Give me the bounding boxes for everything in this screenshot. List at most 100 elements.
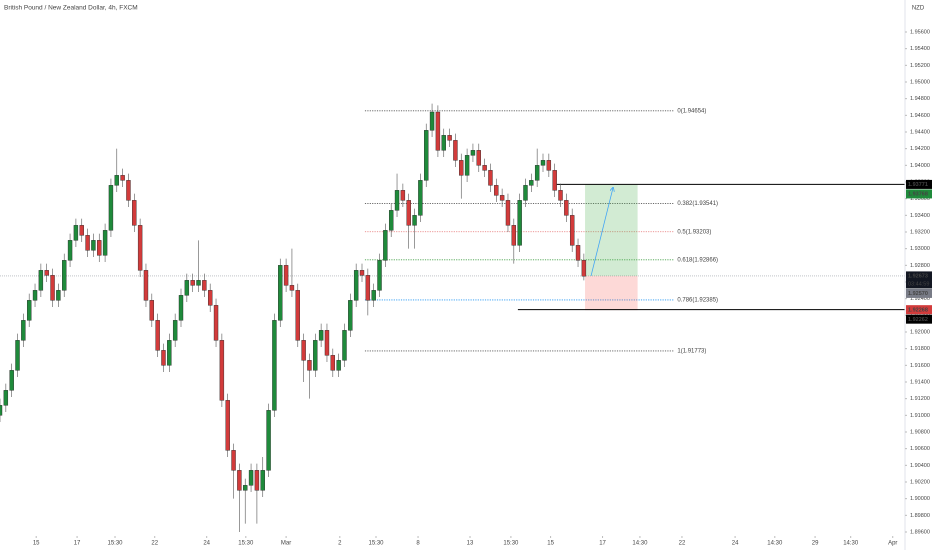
candle-body xyxy=(447,135,452,141)
candle-body xyxy=(67,240,73,261)
candle-body xyxy=(499,195,505,201)
candle-body xyxy=(453,140,458,161)
price-label: 1.92673 xyxy=(908,274,928,280)
candle-body xyxy=(260,470,265,491)
candle-body xyxy=(184,280,190,296)
y-tick-label: 1.92800 xyxy=(910,263,930,269)
plot-area: 0(1.94654) 0.382(1.93541) 0.5(1.93203) 0.61… xyxy=(0,103,905,532)
y-tick-label: 1.93000 xyxy=(910,246,930,252)
candle-body xyxy=(213,305,219,341)
candle-body xyxy=(564,200,569,216)
x-tick-label: 22 xyxy=(679,541,686,547)
candle-body xyxy=(511,225,517,246)
candle-body xyxy=(126,180,131,201)
y-tick-label: 1.94800 xyxy=(910,96,930,102)
candle-body xyxy=(459,160,464,176)
candle-body xyxy=(313,340,318,371)
y-tick-label: 1.90000 xyxy=(910,496,930,502)
x-tick-label: 14:30 xyxy=(767,541,783,547)
candle-body xyxy=(569,215,575,246)
candle-body xyxy=(9,370,14,391)
x-tick-label: 15:30 xyxy=(503,541,519,547)
y-tick-label: 1.91600 xyxy=(910,363,930,369)
candle-body xyxy=(237,470,242,491)
projection-arrow xyxy=(590,188,613,277)
candle-body xyxy=(494,185,499,196)
x-tick-label: 24 xyxy=(732,541,739,547)
y-tick-label: 1.89800 xyxy=(910,513,930,519)
candle-body xyxy=(406,200,411,226)
candle-body xyxy=(132,200,137,226)
candle-body xyxy=(0,405,3,416)
fib-label: 0(1.94654) xyxy=(677,108,706,114)
candle-body xyxy=(412,215,417,226)
x-tick-label: Mar xyxy=(281,541,291,547)
candle-body xyxy=(38,270,44,291)
candle-body xyxy=(488,170,493,186)
candle-body xyxy=(190,280,195,286)
candle-body xyxy=(143,270,149,301)
price-label-bg xyxy=(906,271,932,289)
x-tick-label: 2 xyxy=(338,541,342,547)
price-label-bg xyxy=(906,189,932,199)
candle-body xyxy=(365,275,371,301)
candle-body xyxy=(207,290,213,306)
candle-body xyxy=(330,355,336,371)
y-tick-label: 1.90400 xyxy=(910,463,930,469)
candle-body xyxy=(301,340,306,361)
y-tick-label: 1.93200 xyxy=(910,229,930,235)
candle-body xyxy=(289,285,295,291)
candle-body xyxy=(435,111,441,151)
candle-body xyxy=(272,320,277,411)
candle-body xyxy=(546,160,552,171)
y-tick-label: 1.94200 xyxy=(910,146,930,152)
y-tick-label: 1.90200 xyxy=(910,479,930,485)
y-tick-label: 1.95200 xyxy=(910,63,930,69)
candle-body xyxy=(56,290,61,301)
candle-body xyxy=(295,290,300,341)
y-tick-label: 1.93400 xyxy=(910,213,930,219)
candle-body xyxy=(196,280,201,286)
price-label-bg xyxy=(906,179,932,189)
x-tick-label: 15 xyxy=(33,541,40,547)
chart-title: British Pound / New Zealand Dollar, 4h, … xyxy=(4,5,138,12)
candle-body xyxy=(575,245,581,261)
price-label-bg xyxy=(906,288,932,298)
candle-body xyxy=(248,470,254,486)
y-tick-label: 1.94000 xyxy=(910,163,930,169)
y-tick-label: 1.95400 xyxy=(910,46,930,52)
candle-body xyxy=(149,300,155,321)
x-tick-label: 14:30 xyxy=(843,541,859,547)
y-tick-label: 1.91200 xyxy=(910,396,930,402)
candle-body xyxy=(552,170,557,191)
fib-label: 0.786(1.92385) xyxy=(677,297,718,303)
x-tick-label: 15:30 xyxy=(108,541,124,547)
fib-label: 0.382(1.93541) xyxy=(677,201,718,207)
y-tick-label: 1.89600 xyxy=(910,529,930,535)
candle-body xyxy=(219,340,225,401)
y-tick-label: 1.94600 xyxy=(910,113,930,119)
candle-body xyxy=(505,200,511,226)
y-tick-label: 1.91000 xyxy=(910,413,930,419)
y-tick-label: 1.92400 xyxy=(910,296,930,302)
y-tick-label: 1.91800 xyxy=(910,346,930,352)
candle-body xyxy=(388,210,394,231)
candle-body xyxy=(441,135,446,151)
candle-body xyxy=(231,450,236,471)
candle-body xyxy=(108,185,114,231)
y-tick-label: 1.91400 xyxy=(910,379,930,385)
candle-body xyxy=(73,225,79,241)
candle-body xyxy=(342,330,347,361)
y-tick-label: 1.90600 xyxy=(910,446,930,452)
candle-body xyxy=(581,260,587,277)
candle-body xyxy=(482,165,487,171)
y-tick-label: 1.94400 xyxy=(910,129,930,135)
candle-body xyxy=(15,340,20,371)
candle-body xyxy=(476,150,481,166)
price-label: 1.92570 xyxy=(908,291,928,297)
x-tick-label: 24 xyxy=(203,541,210,547)
candle-body xyxy=(62,260,67,291)
y-tick-label: 1.92000 xyxy=(910,329,930,335)
candle-body xyxy=(529,180,534,186)
